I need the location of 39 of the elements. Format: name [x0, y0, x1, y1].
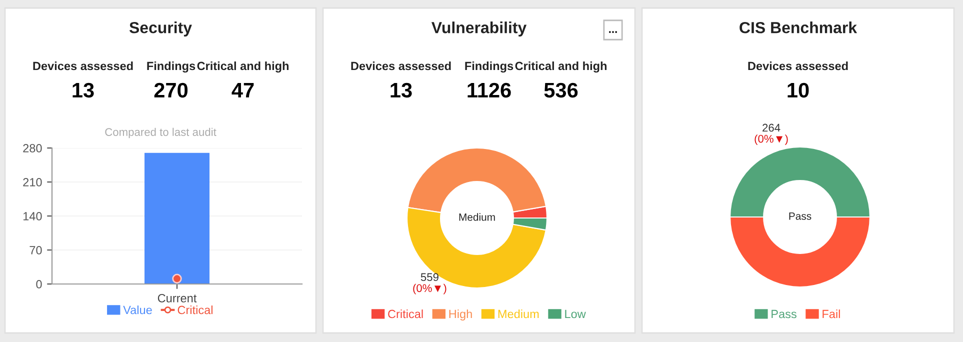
text: Critical and high [197, 61, 289, 73]
legend-label: Pass [772, 310, 796, 318]
y-tick-label: 0 [36, 280, 42, 288]
chart-subtitle: Compared to last audit [105, 128, 216, 138]
text: Medium [459, 213, 495, 221]
legend-label: High [449, 309, 472, 320]
text: 536 [544, 82, 578, 98]
chart-title: CIS Benchmark [740, 22, 858, 34]
data-label: 264 [762, 124, 780, 132]
y-tick-label: 280 [23, 144, 42, 152]
y-tick-label: 70 [30, 246, 42, 254]
text: Findings [147, 61, 196, 73]
text: 13 [72, 82, 94, 98]
legend-label: Fail [822, 309, 840, 318]
text: Findings [465, 61, 514, 73]
legend-label: Critical [388, 309, 423, 318]
text: Devices assessed [33, 62, 133, 70]
legend-label: Value [123, 305, 152, 314]
legend-label: Low [565, 310, 586, 318]
text: ... [609, 31, 617, 33]
text: 270 [154, 82, 188, 98]
y-tick-label: 140 [23, 212, 42, 220]
text: Pass [789, 212, 812, 220]
text: 1126 [468, 82, 511, 98]
x-tick-label: Current [158, 294, 197, 302]
chart-title: Security [129, 22, 192, 36]
legend-label: Critical [178, 305, 212, 314]
data-label: 559 [420, 273, 438, 282]
y-tick-label: 210 [23, 178, 42, 186]
text: Devices assessed [351, 62, 451, 70]
text: Critical and high [515, 61, 607, 73]
text: 10 [788, 82, 809, 98]
text: 47 [232, 83, 254, 98]
text: (0%▼) [413, 284, 446, 294]
legend-label: Medium [498, 309, 539, 318]
text: (0%▼) [754, 134, 788, 145]
text: 13 [390, 82, 412, 98]
chart-title: Vulnerability [431, 22, 527, 36]
text: Devices assessed [748, 62, 848, 70]
